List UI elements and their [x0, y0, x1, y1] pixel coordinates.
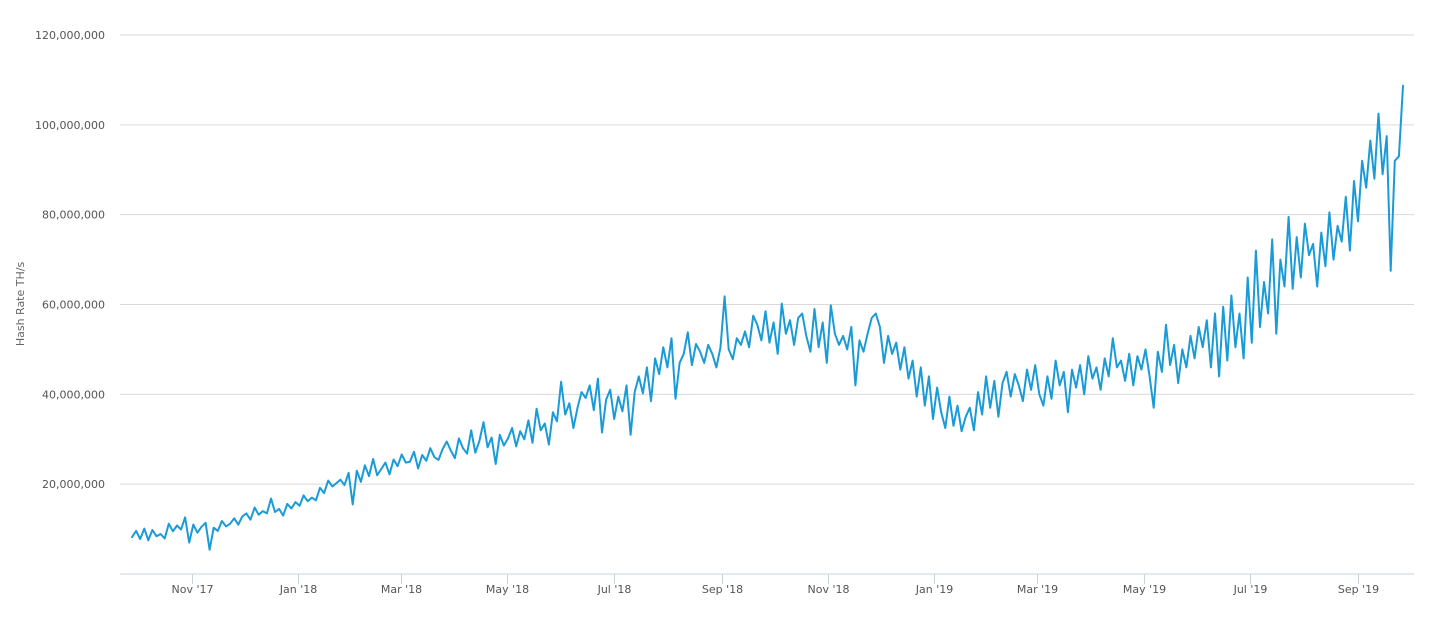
x-tick-label: May '18	[486, 583, 529, 596]
x-tick-label: May '19	[1123, 583, 1166, 596]
x-tick-label: Sep '18	[702, 583, 743, 596]
x-tick-label: Jan '18	[279, 583, 317, 596]
y-tick-label: 100,000,000	[35, 119, 105, 132]
x-tick-label: Jul '19	[1233, 583, 1268, 596]
x-axis-ticks: Nov '17 Jan '18 Mar '18 May '18 Jul '18 Sep '…	[172, 574, 1379, 596]
y-tick-label: 120,000,000	[35, 29, 105, 42]
x-tick-label: Sep '19	[1338, 583, 1379, 596]
hash-rate-series-line[interactable]	[131, 84, 1404, 551]
x-tick-label: Mar '19	[1017, 583, 1058, 596]
y-axis-ticks: 20,000,000 40,000,000 60,000,000 80,000,000…	[35, 29, 105, 491]
y-tick-label: 20,000,000	[42, 478, 105, 491]
x-tick-label: Mar '18	[381, 583, 422, 596]
x-tick-label: Nov '17	[172, 583, 214, 596]
y-tick-label: 60,000,000	[42, 299, 105, 312]
grid-lines	[120, 34, 1414, 485]
y-axis-label: Hash Rate TH/s	[14, 262, 27, 347]
x-tick-label: Nov '18	[808, 583, 850, 596]
x-tick-label: Jan '19	[915, 583, 953, 596]
y-tick-label: 40,000,000	[42, 388, 105, 401]
y-tick-label: 80,000,000	[42, 209, 105, 222]
x-tick-label: Jul '18	[597, 583, 632, 596]
